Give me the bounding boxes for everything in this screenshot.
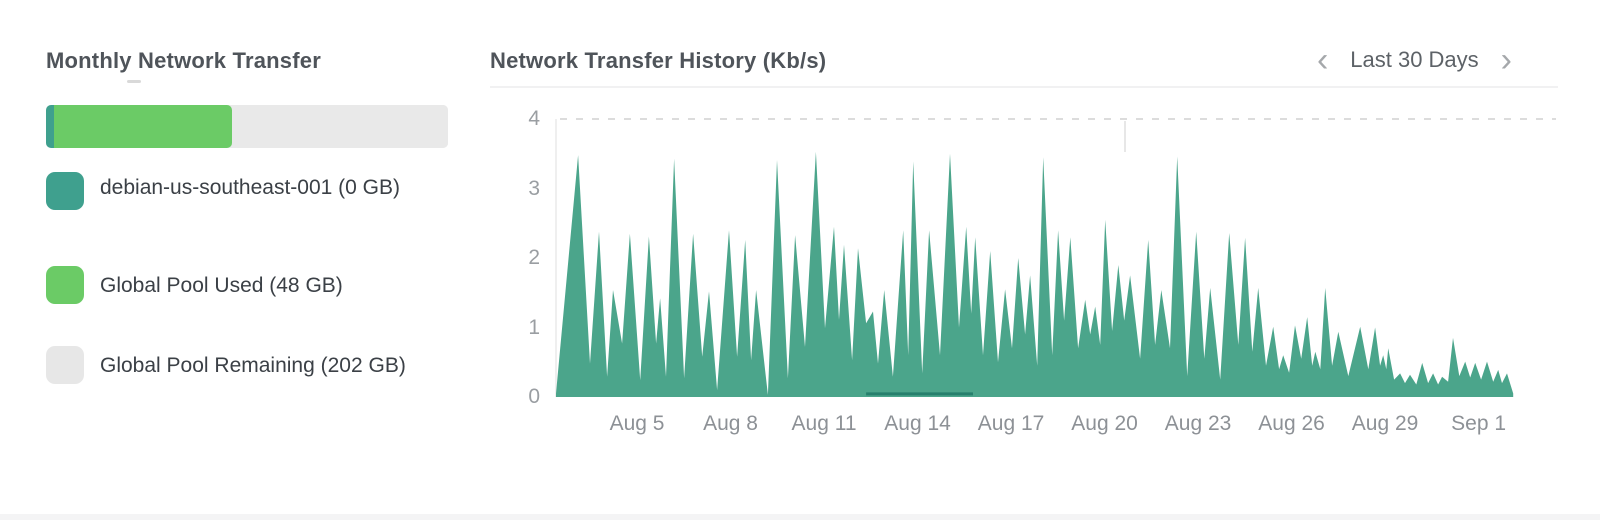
title-underline-dash xyxy=(127,80,141,83)
transfer-history-title: Network Transfer History (Kb/s) xyxy=(490,48,827,73)
legend-swatch-pool-remaining xyxy=(46,346,84,384)
chevron-left-icon[interactable]: ‹ xyxy=(1316,41,1329,79)
y-tick-label: 0 xyxy=(528,385,540,408)
x-tick-label: Aug 11 xyxy=(791,412,857,435)
y-tick-label: 1 xyxy=(528,315,540,339)
monthly-transfer-usage-bar xyxy=(46,105,448,148)
y-axis-line xyxy=(555,119,557,397)
monthly-transfer-title: Monthly Network Transfer xyxy=(46,48,321,73)
header-divider xyxy=(490,86,1558,88)
card-bottom-edge xyxy=(0,514,1600,520)
legend-label-pool-remaining: Global Pool Remaining (202 GB) xyxy=(100,353,406,377)
x-tick-label: Aug 14 xyxy=(884,412,951,435)
legend-swatch-debian xyxy=(46,172,84,210)
usage-bar-segment-used xyxy=(54,105,233,148)
x-tick-label: Aug 20 xyxy=(1071,412,1138,435)
gridline-top-dashed xyxy=(560,118,1556,120)
legend-item-debian: debian-us-southeast-001 (0 GB) xyxy=(46,172,496,210)
legend-label-debian: debian-us-southeast-001 (0 GB) xyxy=(100,176,400,199)
date-range-selector: ‹ Last 30 Days › xyxy=(1315,41,1514,79)
area-series xyxy=(556,151,1514,397)
x-tick-label: Aug 26 xyxy=(1258,412,1325,435)
legend-label-pool-used: Global Pool Used (48 GB) xyxy=(100,273,343,297)
legend-item-pool-remaining: Global Pool Remaining (202 GB) xyxy=(46,346,496,384)
chevron-right-icon[interactable]: › xyxy=(1500,41,1512,79)
date-range-label: Last 30 Days xyxy=(1350,47,1479,72)
y-tick-label: 3 xyxy=(528,176,540,200)
legend-item-pool-used: Global Pool Used (48 GB) xyxy=(46,266,496,304)
legend-swatch-pool-used xyxy=(46,266,84,304)
x-tick-label: Aug 5 xyxy=(609,412,665,435)
usage-bar-segment-debian xyxy=(46,105,55,148)
chart-hover-marker xyxy=(1124,121,1126,152)
x-tick-label: Aug 8 xyxy=(703,412,758,435)
usage-bar-segment-remaining xyxy=(232,105,448,148)
x-tick-label: Aug 29 xyxy=(1351,412,1419,435)
x-tick-label: Sep 1 xyxy=(1451,412,1507,435)
y-tick-label: 4 xyxy=(528,107,540,130)
y-tick-label: 2 xyxy=(528,246,540,269)
transfer-history-area-chart xyxy=(556,151,1514,397)
x-tick-label: Aug 17 xyxy=(977,412,1045,435)
x-tick-label: Aug 23 xyxy=(1164,412,1232,435)
